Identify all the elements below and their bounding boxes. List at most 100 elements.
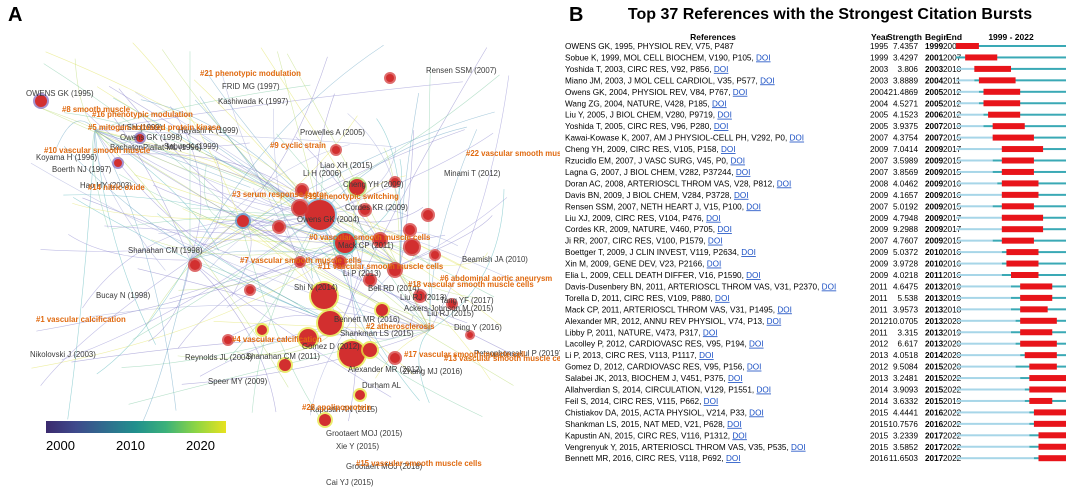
timeline-pre — [956, 79, 975, 82]
burst-strength: 4.1523 — [893, 111, 918, 120]
timeline-pre — [956, 193, 1002, 196]
burst-begin: 2010 — [925, 248, 944, 257]
network-edge — [94, 129, 177, 411]
author-label: Cai YJ (2015) — [326, 478, 374, 487]
network-edge — [339, 47, 488, 326]
doi-link: DOI — [822, 282, 837, 291]
burst-bar — [1029, 397, 1053, 404]
burst-year: 2005 — [870, 111, 889, 120]
burst-end: 2012 — [943, 111, 962, 120]
network-node — [390, 353, 400, 363]
burst-begin: 2006 — [925, 111, 944, 120]
network-edge — [239, 219, 471, 332]
burst-end: 2016 — [943, 260, 962, 269]
network-edge — [94, 129, 441, 264]
burst-row: Liu Y, 2005, J BIOL CHEM, V280, P9719, D… — [565, 111, 1066, 120]
burst-reference: Gomez D, 2012, CARDIOVASC RES, V95, P156… — [565, 363, 761, 372]
burst-end: 2019 — [943, 294, 962, 303]
burst-row: Allahverdian S, 2014, CIRCULATION, V129,… — [565, 386, 1066, 395]
author-label: LI SH (1999) — [118, 123, 163, 132]
burst-strength: 11.6503 — [889, 454, 918, 463]
burst-strength: 4.3754 — [893, 134, 918, 143]
timeline-pre — [956, 399, 1025, 402]
cluster-label: #0 vascular smooth muscle cells — [309, 233, 431, 242]
burst-end: 2019 — [943, 397, 962, 406]
burst-reference: Liu Y, 2005, J BIOL CHEM, V280, P9719, D… — [565, 111, 732, 120]
burst-strength: 3.9093 — [893, 386, 918, 395]
doi-link: DOI — [741, 248, 756, 257]
burst-end: 2007 — [943, 53, 962, 62]
doi-link: DOI — [712, 99, 727, 108]
doi-link: DOI — [747, 363, 762, 372]
burst-bar — [1024, 352, 1057, 359]
doi-link: DOI — [736, 168, 751, 177]
burst-reference: Miano JM, 2003, J MOL CELL CARDIOL, V35,… — [565, 76, 775, 85]
author-label: Liao XH (2015) — [320, 161, 373, 170]
burst-begin: 2013 — [925, 294, 944, 303]
burst-strength: 3.6332 — [893, 397, 918, 406]
cluster-label: #22 vascular smooth muscle cells — [466, 149, 560, 158]
network-edge — [94, 129, 393, 148]
burst-bar — [1033, 409, 1066, 416]
network-node — [405, 240, 419, 254]
timeline-pre — [956, 170, 993, 173]
burst-row: Lacolley P, 2012, CARDIOVASC RES, V95, P… — [565, 340, 1066, 349]
burst-reference: Yoshida T, 2005, CIRC RES, V96, P280, DO… — [565, 122, 728, 131]
network-graph: OWENS GK (1995) FRID MG (1997) Kashiwada K… — [26, 42, 560, 487]
cluster-label: #2 atherosclerosis — [366, 322, 435, 331]
burst-row: Salabei JK, 2013, BIOCHEM J, V451, P375,… — [565, 374, 1066, 383]
author-label: Minami T (2012) — [444, 169, 501, 178]
burst-year: 2004 — [870, 99, 889, 108]
timeline-pre — [956, 342, 1016, 345]
burst-bar — [1006, 260, 1039, 267]
burst-reference: Yoshida T, 2003, CIRC RES, V92, P856, DO… — [565, 65, 728, 74]
network-node — [335, 233, 355, 253]
network-edge — [108, 85, 321, 216]
network-edge — [111, 214, 321, 230]
author-label: Grootaert MOJ (2015) — [326, 429, 403, 438]
network-edge — [40, 259, 191, 386]
network-node — [448, 300, 456, 308]
cluster-label: #8 smooth muscle — [62, 105, 131, 114]
network-edge — [82, 219, 241, 309]
burst-bar — [1006, 249, 1039, 256]
network-edge — [96, 259, 191, 375]
burst-row: Wang ZG, 2004, NATURE, V428, P185, DOI 20… — [565, 99, 1066, 108]
network-edge — [43, 63, 241, 221]
network-node — [423, 210, 433, 220]
burst-reference: Rzucidlo EM, 2007, J VASC SURG, V45, P0,… — [565, 157, 745, 166]
burst-reference: Elia L, 2009, CELL DEATH DIFFER, V16, P1… — [565, 271, 761, 280]
cluster-label: #17 vascular smooth muscle cell — [404, 350, 525, 359]
network-edge — [339, 315, 414, 340]
network-node — [305, 200, 335, 230]
author-label: Shankman LS (2015) — [340, 329, 414, 338]
network-edge — [319, 126, 467, 216]
network-edge — [157, 213, 341, 326]
burst-end: 2015 — [943, 168, 962, 177]
doi-link: DOI — [760, 76, 775, 85]
burst-end: 2022 — [943, 454, 962, 463]
colorbar — [46, 421, 226, 433]
doi-link: DOI — [715, 294, 730, 303]
author-label: Alexander MR (2012) — [348, 365, 423, 374]
burst-end: 2017 — [943, 225, 962, 234]
timeline-pre — [956, 331, 1011, 334]
burst-row: Feil S, 2014, CIRC RES, V115, P662, DOI 2… — [565, 397, 1066, 406]
network-edge — [189, 115, 358, 261]
burst-bar — [956, 43, 979, 49]
cluster-label-layer: #21 phenotypic modulation #8 smooth muscl… — [36, 69, 560, 468]
network-node — [319, 414, 331, 426]
burst-bar — [1001, 237, 1034, 244]
doi-link: DOI — [726, 454, 741, 463]
burst-row: Lagna G, 2007, J BIOL CHEM, V282, P37244… — [565, 168, 1066, 177]
burst-reference: Salabei JK, 2013, BIOCHEM J, V451, P375,… — [565, 374, 743, 383]
burst-year: 2004 — [870, 88, 889, 97]
burst-row: Liu XJ, 2009, CIRC RES, V104, P476, DOI 2… — [565, 214, 1066, 223]
network-node — [355, 390, 365, 400]
author-label: Shanahan CM (1998) — [128, 246, 203, 255]
timeline-active — [956, 56, 1066, 59]
burst-year: 2012 — [870, 340, 889, 349]
burst-bar — [1001, 168, 1034, 175]
doi-link: DOI — [728, 374, 743, 383]
